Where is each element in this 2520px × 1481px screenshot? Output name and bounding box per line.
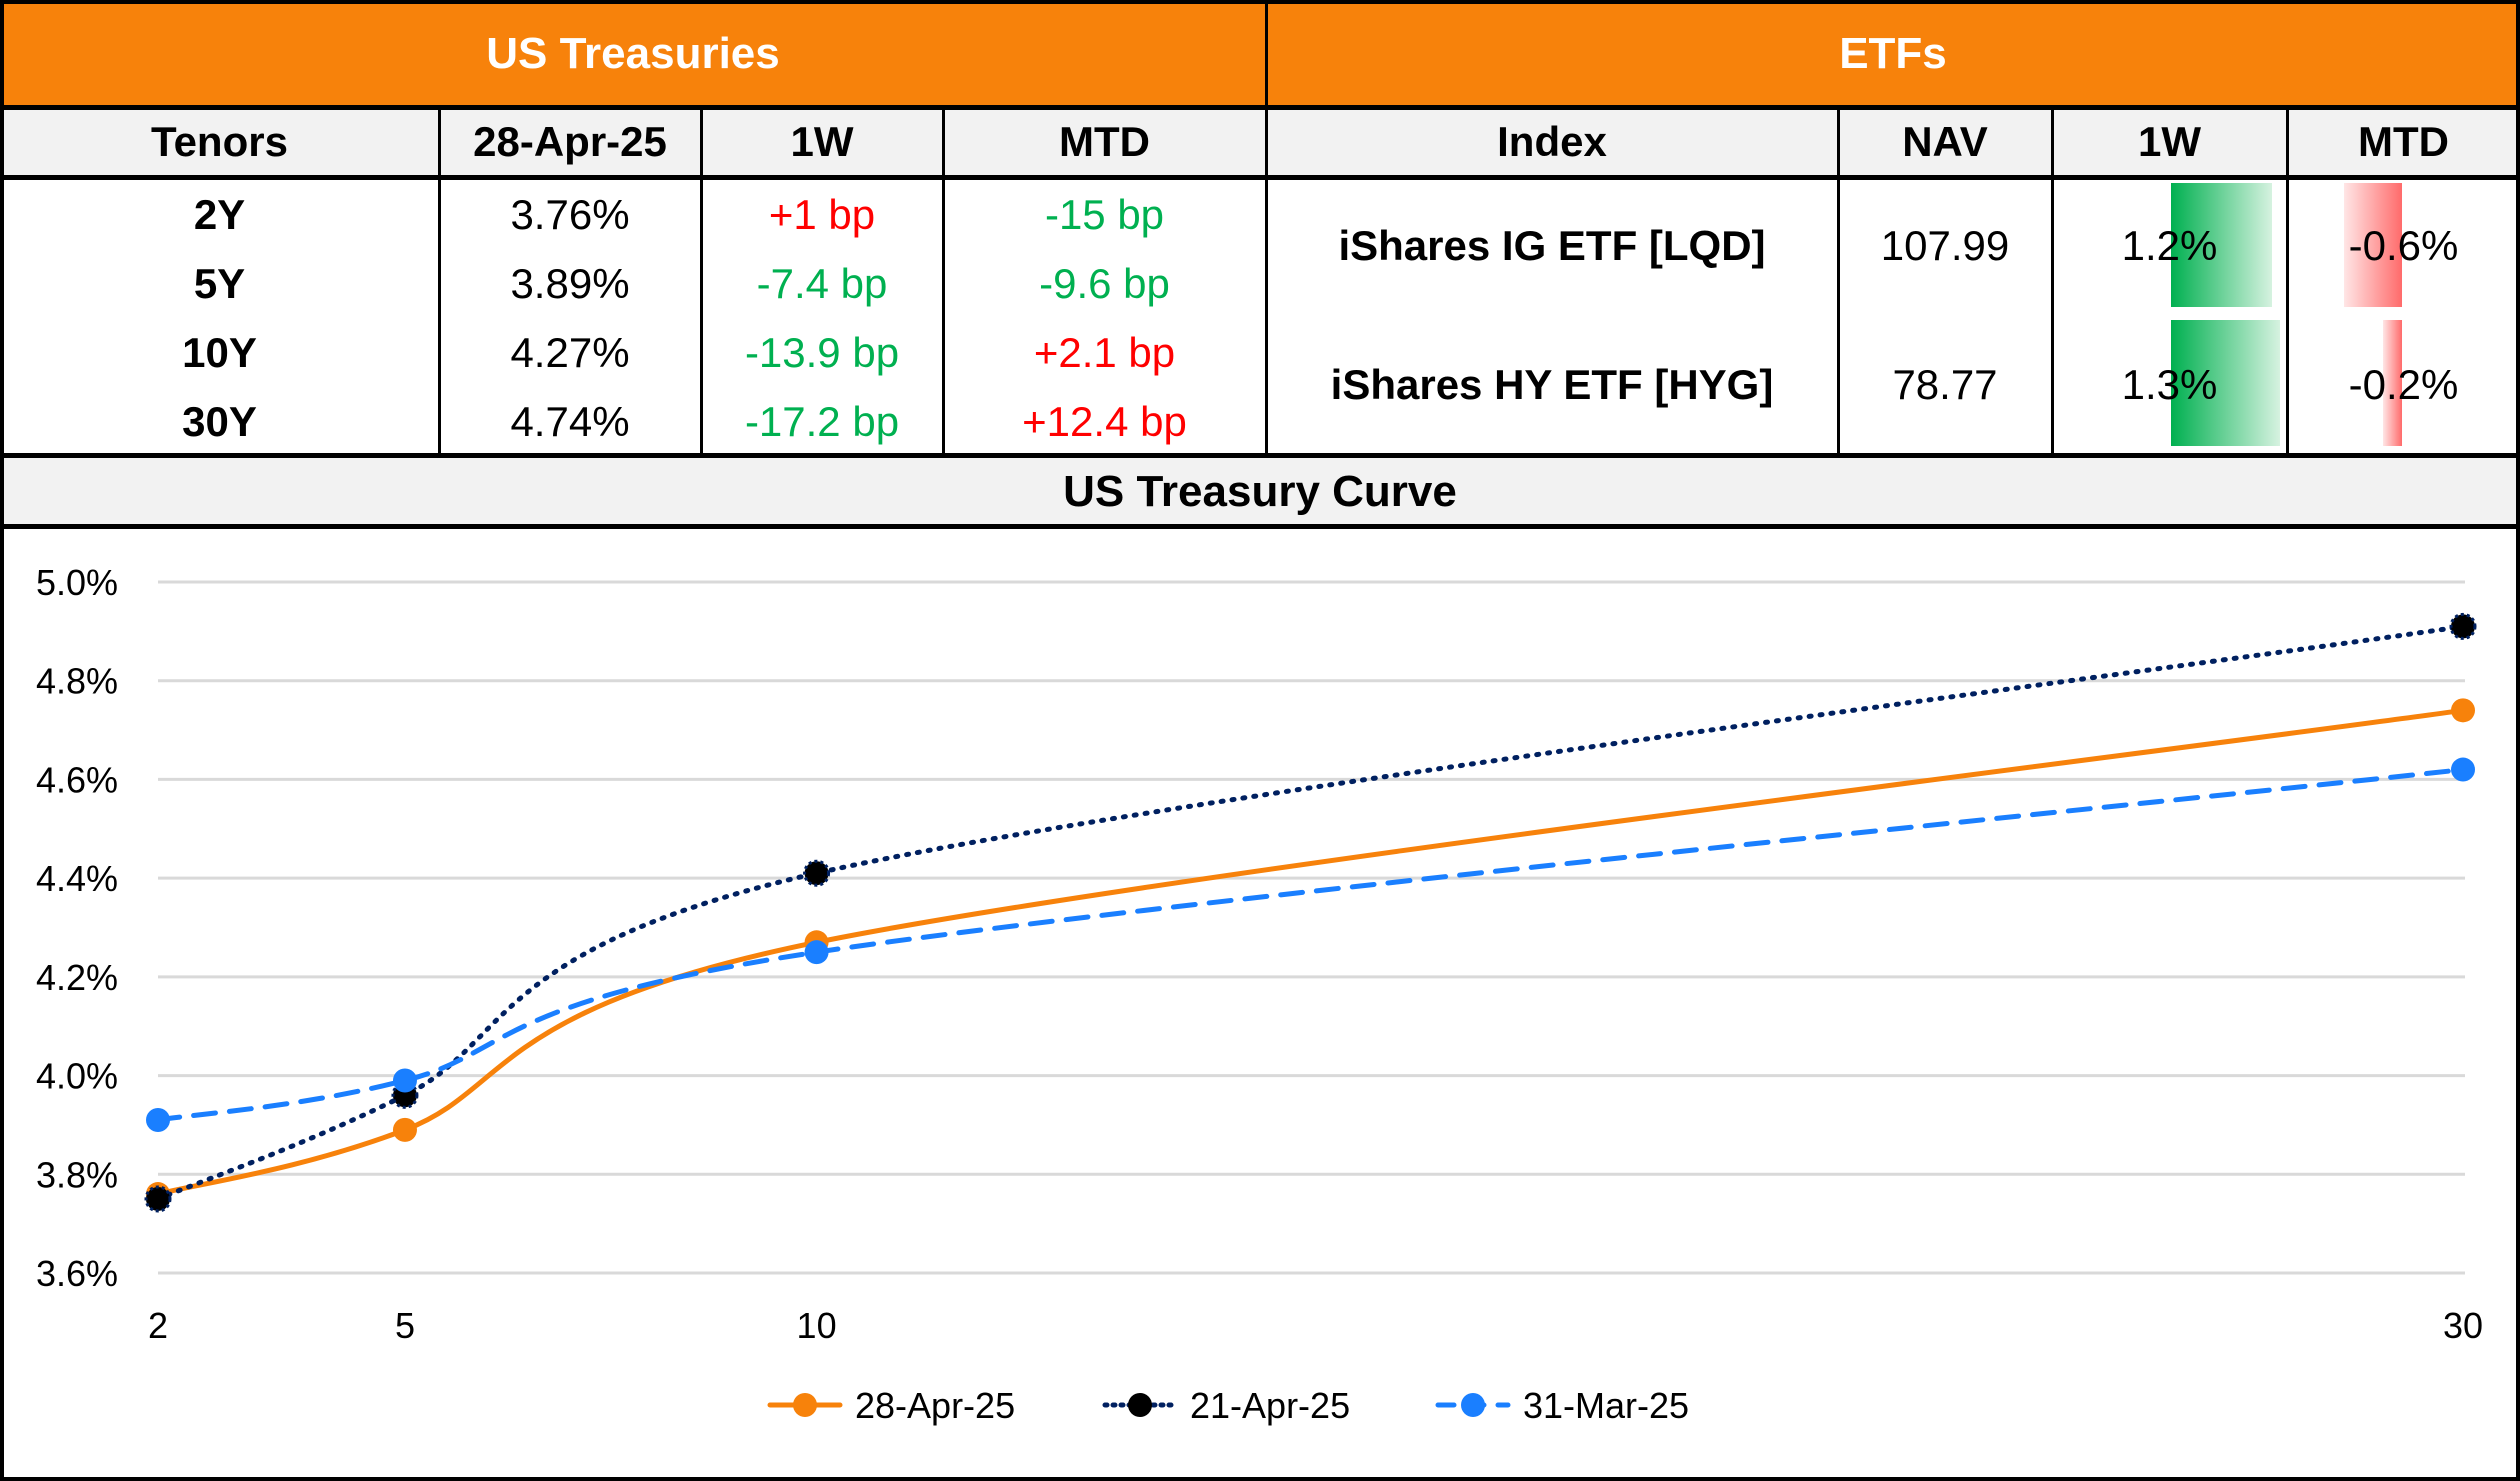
chart-title: US Treasury Curve	[1063, 467, 1457, 516]
etf-index-cell: iShares IG ETF [LQD]	[1338, 222, 1766, 269]
tenor-cell: 10Y	[182, 329, 257, 376]
data-point	[2449, 612, 2477, 640]
legend-marker	[793, 1393, 817, 1417]
etf-nav-cell: 107.99	[1880, 222, 2010, 269]
col-header-date: 28-Apr-25	[439, 107, 701, 177]
divider	[700, 107, 703, 455]
x-tick-label: 30	[2443, 1305, 2483, 1346]
chart-title-band: US Treasury Curve	[0, 458, 2520, 526]
change-mtd-cell: -9.6 bp	[1039, 260, 1170, 307]
col-header-label: NAV	[1902, 118, 1988, 165]
legend-label: 31-Mar-25	[1523, 1385, 1689, 1426]
col-header-index: Index	[1266, 107, 1838, 177]
etf-1w-databar	[2171, 183, 2272, 307]
data-point	[2451, 698, 2475, 723]
col-header-label: Tenors	[151, 118, 288, 165]
divider	[0, 105, 2520, 110]
treasuries-section-header: US Treasuries	[0, 0, 1266, 107]
divider	[2286, 107, 2289, 455]
legend-item: 21-Apr-25	[1102, 1385, 1350, 1426]
tenor-cell: 30Y	[182, 398, 257, 445]
y-tick-label: 3.8%	[36, 1154, 118, 1195]
yield-cell: 4.27%	[510, 329, 630, 376]
etf-1w-cell: 1.2%	[2121, 222, 2218, 269]
y-tick-label: 4.4%	[36, 858, 118, 899]
col-header-etf-1w: 1W	[2052, 107, 2287, 177]
etf-1w-cell: 1.3%	[2121, 361, 2218, 408]
series-31-Mar-25	[146, 757, 2475, 1132]
change-1w-cell: +1 bp	[768, 191, 876, 238]
y-tick-label: 4.8%	[36, 661, 118, 702]
col-header-mtd: MTD	[943, 107, 1266, 177]
data-point	[144, 1185, 172, 1213]
col-header-tenors: Tenors	[0, 107, 439, 177]
x-tick-label: 5	[395, 1305, 415, 1346]
legend-marker	[1461, 1393, 1485, 1417]
legend-marker	[1128, 1393, 1152, 1417]
y-tick-label: 5.0%	[36, 562, 118, 603]
legend-item: 28-Apr-25	[767, 1385, 1015, 1426]
col-header-label: Index	[1497, 118, 1607, 165]
col-header-label: MTD	[2358, 118, 2449, 165]
col-header-label: MTD	[1059, 118, 1150, 165]
y-tick-label: 4.0%	[36, 1056, 118, 1097]
etf-1w-databar	[2171, 320, 2281, 446]
col-header-nav: NAV	[1838, 107, 2052, 177]
change-mtd-cell: +2.1 bp	[1033, 329, 1176, 376]
series-line	[155, 623, 2466, 1202]
x-tick-label: 2	[148, 1305, 168, 1346]
data-point	[392, 1068, 417, 1093]
divider	[0, 524, 2520, 529]
etf-index-cell: iShares HY ETF [HYG]	[1330, 361, 1774, 408]
data-point	[2451, 757, 2475, 782]
data-point	[392, 1117, 417, 1142]
col-header-etf-mtd: MTD	[2287, 107, 2520, 177]
data-point	[804, 940, 829, 965]
etf-mtd-databar	[2382, 320, 2402, 446]
change-1w-cell: -7.4 bp	[756, 260, 888, 307]
divider	[2051, 107, 2054, 455]
legend-label: 21-Apr-25	[1190, 1385, 1350, 1426]
data-point	[146, 1107, 170, 1132]
divider	[1265, 0, 1268, 455]
tenor-cell: 5Y	[193, 260, 246, 307]
col-header-label: 28-Apr-25	[473, 118, 667, 165]
data-point	[803, 859, 831, 887]
divider	[1837, 107, 1840, 455]
etf-mtd-cell: -0.6%	[2348, 222, 2459, 269]
etfs-title: ETFs	[1839, 28, 1947, 78]
y-tick-label: 3.6%	[36, 1253, 118, 1294]
yield-cell: 3.76%	[510, 191, 630, 238]
change-1w-cell: -13.9 bp	[744, 329, 900, 376]
divider	[0, 175, 2520, 180]
change-mtd-cell: +12.4 bp	[1022, 398, 1187, 445]
col-header-label: 1W	[2138, 118, 2201, 165]
divider	[438, 107, 441, 455]
etfs-section-header: ETFs	[1266, 0, 2520, 107]
y-tick-label: 4.2%	[36, 957, 118, 998]
y-tick-label: 4.6%	[36, 759, 118, 800]
divider	[942, 107, 945, 455]
divider	[0, 453, 2520, 458]
yield-cell: 3.89%	[510, 260, 630, 307]
change-1w-cell: -17.2 bp	[744, 398, 900, 445]
etf-nav-cell: 78.77	[1892, 361, 1998, 408]
yield-cell: 4.74%	[510, 398, 630, 445]
tenor-cell: 2Y	[193, 191, 246, 238]
etf-mtd-databar	[2344, 183, 2402, 307]
x-tick-label: 10	[797, 1305, 837, 1346]
legend-item: 31-Mar-25	[1435, 1385, 1689, 1426]
change-mtd-cell: -15 bp	[1044, 191, 1165, 238]
etf-mtd-cell: -0.2%	[2348, 361, 2459, 408]
treasuries-title: US Treasuries	[486, 28, 780, 78]
legend-label: 28-Apr-25	[855, 1385, 1015, 1426]
col-header-1w: 1W	[701, 107, 943, 177]
col-header-label: 1W	[790, 118, 854, 165]
